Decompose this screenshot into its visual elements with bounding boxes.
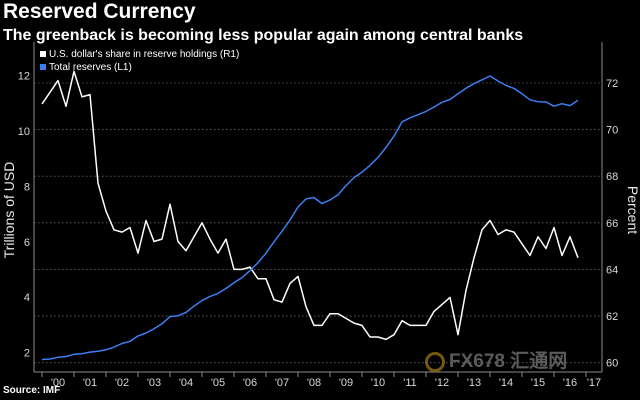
watermark: FX678 汇通网 <box>425 346 567 373</box>
y-right-tick-label: 62 <box>606 311 618 323</box>
x-tick-label: '13 <box>467 377 481 389</box>
y-right-tick-label: 66 <box>606 218 618 230</box>
source-note: Source: IMF <box>3 385 61 396</box>
x-tick-label: '14 <box>499 377 513 389</box>
x-tick-label: '08 <box>307 377 321 389</box>
y-right-tick-label: 64 <box>606 264 618 276</box>
legend-label-total-reserves: Total reserves (L1) <box>49 62 132 73</box>
x-tick-label: '03 <box>147 377 161 389</box>
x-tick-label: '07 <box>275 377 289 389</box>
y-right-axis-label: Percent <box>625 186 640 234</box>
y-left-tick-label: 2 <box>24 348 30 360</box>
legend-label-usd-share: U.S. dollar's share in reserve holdings … <box>49 49 239 60</box>
y-left-tick-label: 4 <box>24 292 30 304</box>
x-tick-label: '05 <box>211 377 225 389</box>
y-right-tick-label: 68 <box>606 171 618 183</box>
usd-share-line <box>41 70 579 341</box>
x-tick-label: '12 <box>435 377 449 389</box>
legend: U.S. dollar's share in reserve holdings … <box>40 49 239 73</box>
x-tick-label: '06 <box>243 377 257 389</box>
legend-swatch-usd-share <box>40 51 46 57</box>
y-left-tick-label: 6 <box>24 237 30 249</box>
x-tick-label: '10 <box>371 377 385 389</box>
y-right-tick-label: 60 <box>606 358 618 370</box>
y-right-tick-label: 72 <box>606 78 618 90</box>
x-tick-label: '09 <box>339 377 353 389</box>
y-left-tick-label: 8 <box>24 181 30 193</box>
x-tick-label: '11 <box>403 377 417 389</box>
legend-swatch-total-reserves <box>40 64 46 70</box>
y-left-axis-label: Trillions of USD <box>1 162 17 259</box>
watermark-logo-icon <box>425 351 445 372</box>
x-tick-label: '04 <box>179 377 193 389</box>
x-tick-label: '15 <box>531 377 545 389</box>
y-left-tick-label: 10 <box>18 126 30 138</box>
grid-lines <box>34 82 602 364</box>
chart-subtitle: The greenback is becoming less popular a… <box>3 27 524 44</box>
x-tick-label: '02 <box>115 377 129 389</box>
chart-title: Reserved Currency <box>3 0 196 23</box>
x-tick-label: '01 <box>83 377 97 389</box>
total-reserves-line <box>41 75 579 361</box>
y-right-tick-label: 70 <box>606 125 618 137</box>
watermark-text: FX678 汇通网 <box>449 351 568 372</box>
x-tick-label: '16 <box>563 377 577 389</box>
axes <box>33 42 603 377</box>
y-left-tick-label: 12 <box>18 71 30 83</box>
series-lines <box>41 70 579 361</box>
tick-labels: 6062646668707224681012'00'01'02'03'04'05… <box>1 71 640 389</box>
x-tick-label: '00 <box>51 377 65 389</box>
x-tick-label: '17 <box>587 377 601 389</box>
